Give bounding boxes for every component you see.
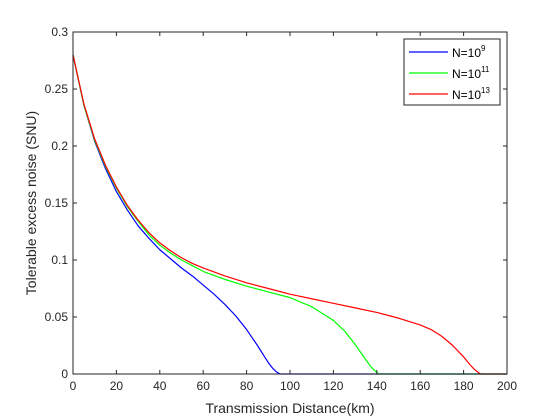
series-line-3	[72, 54, 507, 375]
x-axis-label: Transmission Distance(km)	[205, 400, 374, 416]
legend-entry-1: N=109	[452, 44, 486, 60]
series-layer	[72, 54, 507, 375]
x-tick-label: 140	[367, 379, 387, 393]
x-tick-label: 0	[70, 379, 77, 393]
y-tick-label: 0	[61, 367, 68, 381]
y-tick-label: 0.3	[51, 25, 68, 39]
x-tick-label: 80	[240, 379, 254, 393]
x-tick-label: 180	[454, 379, 474, 393]
y-axis-ticks: 0 0.05 0.1 0.15 0.2 0.25 0.3	[45, 25, 507, 381]
legend-entry-exponent: 13	[481, 86, 490, 95]
y-tick-label: 0.2	[51, 139, 68, 153]
y-tick-label: 0.15	[45, 196, 69, 210]
x-axis-ticks: 0 20 40 60 80 100 120 140 160 180 200	[70, 32, 517, 393]
legend-entry-base: N=10	[452, 67, 481, 81]
legend-entry-base: N=10	[452, 46, 481, 60]
legend-entry-2: N=1011	[452, 65, 490, 81]
y-axis-label: Tolerable excess noise (SNU)	[23, 111, 39, 295]
series-line-1	[72, 54, 507, 375]
y-tick-label: 0.05	[45, 310, 69, 324]
legend-entry-base: N=10	[452, 88, 481, 102]
legend-entry-exponent: 11	[481, 65, 490, 74]
x-tick-label: 20	[110, 379, 124, 393]
legend-entry-exponent: 9	[481, 44, 486, 53]
legend-entry-3: N=1013	[452, 86, 490, 102]
x-tick-label: 100	[280, 379, 300, 393]
x-tick-label: 200	[497, 379, 517, 393]
x-tick-label: 120	[323, 379, 343, 393]
x-tick-label: 60	[197, 379, 211, 393]
x-tick-label: 40	[153, 379, 167, 393]
y-tick-label: 0.25	[45, 82, 69, 96]
y-tick-label: 0.1	[51, 253, 68, 267]
x-tick-label: 160	[410, 379, 430, 393]
